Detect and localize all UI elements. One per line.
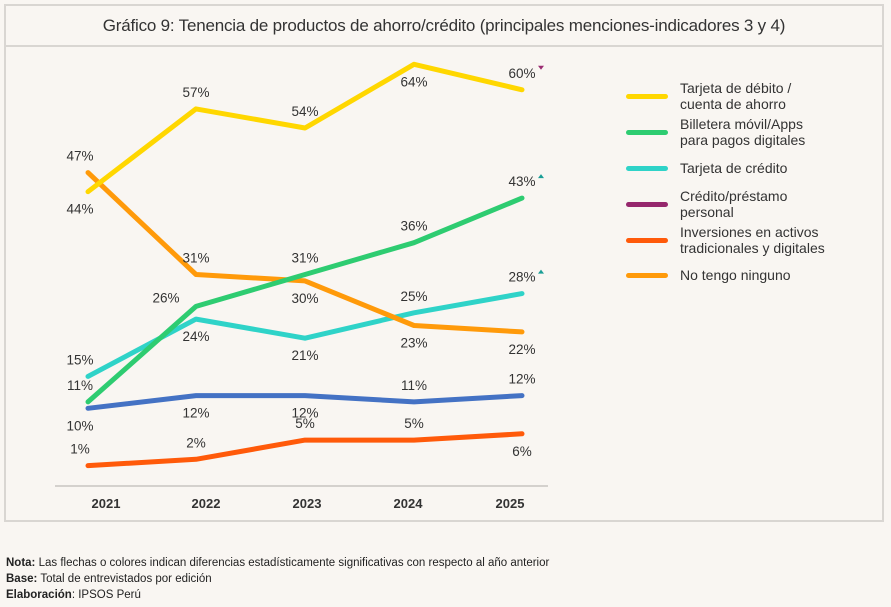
legend-item-investments: Inversiones en activos tradicionales y di… [626,224,880,256]
legend-item-personal-loan: Crédito/préstamo personal [626,188,880,220]
legend-label: No tengo ninguno [680,267,791,283]
elaboration-line: Elaboración: IPSOS Perú [6,587,549,603]
data-label: 64% [400,74,427,89]
data-label: 12% [508,372,535,387]
legend-label: Billetera móvil/Apps [680,116,803,132]
x-tick-labels: 2021 2022 2023 2024 2025 [92,496,525,511]
series-line-credito-prestamo-personal [85,393,525,411]
data-label: 10% [66,418,93,433]
series-line-no-tengo-ninguno [85,170,525,335]
data-label: 22% [508,342,535,357]
x-tick-label: 2024 [394,496,424,511]
legend-label: Inversiones en activos [680,224,819,240]
legend-swatch [626,165,668,171]
x-tick-label: 2025 [496,496,525,511]
series-line-inversiones-en-activos-tradicionales-y-digitales [85,431,525,469]
note-line: Nota: Las flechas o colores indican dife… [6,555,549,571]
significance-up-arrow-icon [538,269,544,274]
legend-swatch [626,129,668,135]
legend-label: cuenta de ahorro [680,96,786,112]
data-label: 36% [400,219,427,234]
base-label: Base: [6,573,38,585]
data-label: 11% [67,378,93,393]
data-label: 5% [295,416,315,431]
legend-label: Tarjeta de crédito [680,160,788,176]
note-label: Nota: [6,557,36,569]
legend-label: para pagos digitales [680,132,806,148]
legend-label: personal [680,204,734,220]
legend-swatch [626,93,668,99]
series-line-tarjeta-de-debito-cuenta-de-ahorro [85,61,525,195]
legend-label: tradicionales y digitales [680,240,825,256]
data-label: 5% [404,416,424,431]
chart-title: Gráfico 9: Tenencia de productos de ahor… [6,6,882,47]
data-label: 6% [512,444,532,459]
data-label: 26% [152,290,179,305]
data-label: 25% [400,289,427,304]
legend-item-none: No tengo ninguno [626,267,880,283]
data-label: 30% [291,291,318,306]
data-label: 31% [291,251,318,266]
legend-label: Tarjeta de débito / [680,80,792,96]
data-label: 15% [66,352,93,367]
data-label: 2% [186,435,206,450]
data-label: 21% [291,348,318,363]
data-label: 43% [508,174,535,189]
series-line-billetera-movil-apps-para-pagos-digitales [85,195,525,405]
data-label: 11% [401,378,427,393]
data-label: 31% [182,251,209,266]
legend-swatch [626,201,668,207]
data-label: 44% [66,202,93,217]
data-label: 24% [182,329,209,344]
legend-label: Crédito/préstamo [680,188,788,204]
legend-item-debit-card: Tarjeta de débito / cuenta de ahorro [626,80,880,112]
significance-down-arrow-icon [538,65,544,70]
base-line: Base: Total de entrevistados por edición [6,571,549,587]
note-text: Las flechas o colores indican diferencia… [35,557,550,569]
x-tick-label: 2023 [293,496,322,511]
legend-item-credit-card: Tarjeta de crédito [626,160,880,176]
data-label: 47% [66,149,93,164]
data-label: 60% [508,66,535,81]
legend-swatch [626,272,668,278]
x-tick-label: 2021 [92,496,121,511]
legend-item-mobile-wallet: Billetera móvil/Apps para pagos digitales [626,116,880,148]
data-label: 57% [182,85,209,100]
x-tick-label: 2022 [192,496,221,511]
data-label: 1% [70,442,90,457]
data-label: 54% [291,104,318,119]
series-line-tarjeta-de-credito [85,291,525,379]
elaboration-label: Elaboración [6,589,72,601]
elaboration-text: : IPSOS Perú [71,589,141,601]
series-lines [85,61,525,469]
data-label: 12% [291,406,318,421]
data-label: 23% [400,335,427,350]
significance-up-arrow-icon [538,174,544,179]
legend-swatch [626,237,668,243]
footnotes: Nota: Las flechas o colores indican dife… [6,555,549,603]
base-text: Total de entrevistados por edición [37,573,212,585]
data-labels: 44% 57% 54% 64% 60% 11% 26% 31% 36% 43% 15% 24% 21% 2… [66,65,544,459]
chart-frame: Gráfico 9: Tenencia de productos de ahor… [4,4,884,522]
data-label: 28% [508,270,535,285]
data-label: 12% [182,406,209,421]
